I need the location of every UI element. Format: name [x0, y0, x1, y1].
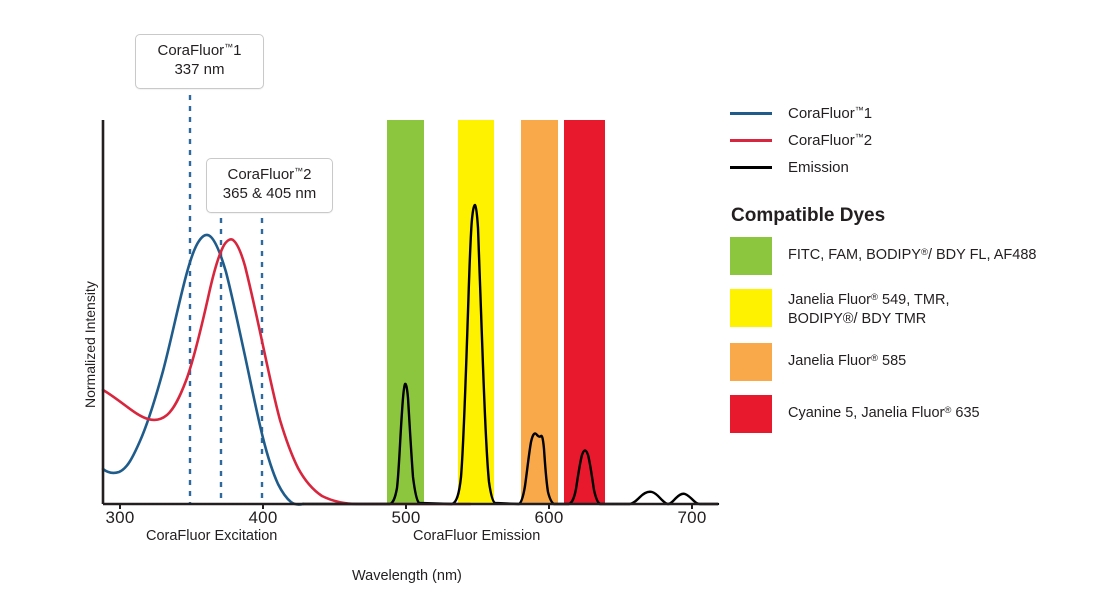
dye-label-yellow-line2: BODIPY®/ BDY TMR: [788, 310, 927, 327]
dye-item-green: FITC, FAM, BODIPY®/ BDY FL, AF488: [730, 237, 1110, 275]
emission-curve: [301, 203, 720, 506]
legend-label-corafluor1: CoraFluor™1: [788, 105, 873, 122]
legend-line-swatch-corafluor1: [730, 112, 772, 115]
dye-swatch-orange: [730, 342, 772, 381]
legend-item-corafluor2: CoraFluor™2: [730, 127, 1110, 154]
chart-plot-area: Normalized Intensity 300 400 500 600 700…: [82, 34, 720, 584]
emission-band-group: [387, 120, 605, 504]
dye-swatch-yellow: [730, 289, 772, 327]
compatible-dyes-heading: Compatible Dyes: [731, 205, 886, 226]
x-tick-marks: [119, 504, 693, 509]
corafluor2-excitation-curve: [101, 238, 472, 506]
green-band: [387, 120, 424, 504]
x-tick-label-400: 400: [248, 508, 278, 527]
registered-icon: ®: [944, 404, 952, 416]
dye-item-yellow: Janelia Fluor® 549, TMR, BODIPY®/ BDY TMR: [730, 289, 1110, 329]
x-tick-label-600: 600: [534, 508, 564, 527]
corafluor1-excitation-curve: [101, 233, 305, 506]
trademark-icon: ™: [854, 132, 864, 142]
dye-item-orange: Janelia Fluor® 585: [730, 342, 1110, 381]
trademark-icon: ™: [294, 166, 304, 176]
x-tick-label-300: 300: [105, 508, 135, 527]
dye-swatch-green: [730, 237, 772, 275]
registered-icon: ®: [871, 352, 879, 364]
registered-icon: ®: [920, 247, 928, 258]
x-tick-label-700: 700: [677, 508, 707, 527]
x-tick-label-500: 500: [391, 508, 421, 527]
legend-panel: CoraFluor™1 CoraFluor™2 Emission Compati…: [730, 100, 1110, 447]
trademark-icon: ™: [224, 42, 234, 52]
dye-label-red: Cyanine 5, Janelia Fluor® 635: [788, 404, 980, 421]
emission-region-label: CoraFluor Emission: [413, 528, 541, 544]
orange-band: [521, 120, 558, 504]
spectra-plot-svg: [101, 84, 720, 509]
legend-item-corafluor1: CoraFluor™1: [730, 100, 1110, 127]
callout-corafluor1: CoraFluor™1 337 nm: [135, 34, 264, 89]
y-axis-title: Normalized Intensity: [82, 281, 98, 408]
x-axis-title: Wavelength (nm): [352, 568, 462, 584]
legend-line-swatch-corafluor2: [730, 139, 772, 142]
registered-icon: ®: [871, 292, 879, 303]
dye-label-green: FITC, FAM, BODIPY®/ BDY FL, AF488: [788, 247, 1037, 263]
legend-label-emission: Emission: [788, 159, 849, 176]
dye-label-yellow: Janelia Fluor® 549, TMR, BODIPY®/ BDY TMR: [788, 292, 950, 327]
red-band: [564, 120, 605, 504]
legend-item-emission: Emission: [730, 154, 1110, 181]
callout-corafluor2-line1: CoraFluor™2: [227, 166, 312, 183]
trademark-icon: ™: [854, 105, 864, 115]
callout-corafluor1-line1: CoraFluor™1: [157, 42, 242, 59]
dye-item-red: Cyanine 5, Janelia Fluor® 635: [730, 394, 1110, 433]
callout-corafluor2: CoraFluor™2 365 & 405 nm: [206, 158, 333, 213]
callout-corafluor2-line2: 365 & 405 nm: [222, 184, 317, 202]
callout-corafluor1-line2: 337 nm: [174, 60, 225, 78]
excitation-marker-group: [188, 84, 264, 504]
legend-label-corafluor2: CoraFluor™2: [788, 132, 873, 149]
excitation-region-label: CoraFluor Excitation: [146, 528, 278, 544]
dye-swatch-red: [730, 394, 772, 433]
dye-label-orange: Janelia Fluor® 585: [788, 352, 907, 369]
legend-line-swatch-emission: [730, 166, 772, 169]
